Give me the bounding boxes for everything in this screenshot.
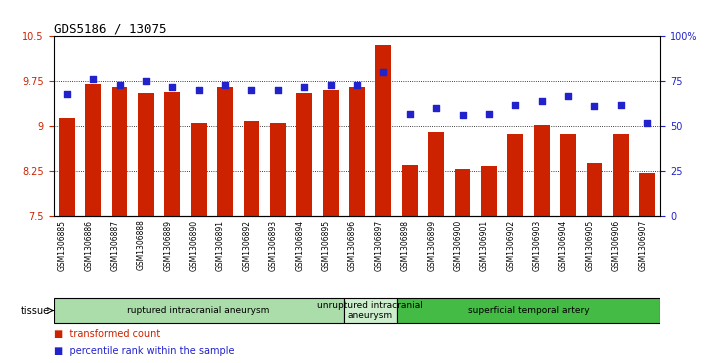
- Text: GSM1306904: GSM1306904: [559, 220, 568, 271]
- Point: [404, 111, 416, 117]
- Text: GSM1306886: GSM1306886: [84, 220, 93, 270]
- Point: [563, 93, 574, 98]
- Text: GSM1306890: GSM1306890: [190, 220, 198, 271]
- Point: [114, 82, 125, 88]
- Bar: [455, 169, 471, 216]
- Text: GSM1306900: GSM1306900: [453, 220, 463, 271]
- Bar: [428, 132, 444, 216]
- Point: [483, 111, 495, 117]
- Text: GSM1306893: GSM1306893: [269, 220, 278, 271]
- Bar: [191, 123, 206, 216]
- Point: [589, 103, 600, 109]
- Bar: [164, 92, 180, 216]
- Text: GSM1306896: GSM1306896: [348, 220, 357, 271]
- Text: GSM1306898: GSM1306898: [401, 220, 410, 270]
- Bar: [613, 134, 629, 216]
- Text: GSM1306903: GSM1306903: [533, 220, 542, 271]
- Text: unruptured intracranial
aneurysm: unruptured intracranial aneurysm: [317, 301, 423, 320]
- Point: [351, 82, 363, 88]
- Point: [87, 77, 99, 82]
- Bar: [587, 163, 603, 216]
- Bar: [349, 87, 365, 216]
- Text: ■  percentile rank within the sample: ■ percentile rank within the sample: [54, 346, 234, 356]
- Point: [193, 87, 204, 93]
- Text: GSM1306905: GSM1306905: [585, 220, 595, 271]
- Bar: [85, 84, 101, 216]
- Bar: [54, 298, 344, 323]
- Bar: [111, 87, 127, 216]
- Point: [272, 87, 283, 93]
- Point: [615, 102, 627, 107]
- Bar: [402, 165, 418, 216]
- Bar: [639, 173, 655, 216]
- Point: [61, 91, 72, 97]
- Point: [642, 120, 653, 126]
- Bar: [481, 166, 497, 216]
- Bar: [296, 93, 312, 216]
- Text: GSM1306897: GSM1306897: [374, 220, 383, 271]
- Bar: [560, 134, 576, 216]
- Point: [140, 78, 151, 84]
- Point: [166, 84, 178, 90]
- Text: ruptured intracranial aneurysm: ruptured intracranial aneurysm: [128, 306, 270, 315]
- Text: GSM1306891: GSM1306891: [216, 220, 225, 270]
- Bar: [534, 125, 550, 216]
- Text: GSM1306889: GSM1306889: [164, 220, 172, 270]
- Point: [457, 113, 468, 118]
- Point: [325, 82, 336, 88]
- Bar: [396, 298, 660, 323]
- Bar: [323, 90, 338, 216]
- Text: GDS5186 / 13075: GDS5186 / 13075: [54, 22, 166, 35]
- Text: GSM1306907: GSM1306907: [638, 220, 648, 271]
- Point: [298, 84, 310, 90]
- Bar: [270, 123, 286, 216]
- Text: GSM1306899: GSM1306899: [427, 220, 436, 271]
- Bar: [344, 298, 396, 323]
- Bar: [243, 121, 259, 216]
- Text: tissue: tissue: [21, 306, 50, 315]
- Text: GSM1306885: GSM1306885: [58, 220, 66, 270]
- Point: [536, 98, 548, 104]
- Text: GSM1306895: GSM1306895: [321, 220, 331, 271]
- Text: GSM1306906: GSM1306906: [612, 220, 621, 271]
- Text: GSM1306901: GSM1306901: [480, 220, 489, 271]
- Point: [219, 82, 231, 88]
- Point: [431, 105, 442, 111]
- Point: [510, 102, 521, 107]
- Text: GSM1306894: GSM1306894: [295, 220, 304, 271]
- Text: GSM1306888: GSM1306888: [137, 220, 146, 270]
- Text: GSM1306892: GSM1306892: [243, 220, 251, 270]
- Bar: [59, 118, 75, 216]
- Bar: [138, 93, 154, 216]
- Text: GSM1306887: GSM1306887: [111, 220, 119, 270]
- Bar: [376, 45, 391, 216]
- Text: superficial temporal artery: superficial temporal artery: [468, 306, 589, 315]
- Bar: [508, 134, 523, 216]
- Bar: [217, 87, 233, 216]
- Text: ■  transformed count: ■ transformed count: [54, 329, 160, 339]
- Text: GSM1306902: GSM1306902: [506, 220, 516, 271]
- Point: [378, 69, 389, 75]
- Point: [246, 87, 257, 93]
